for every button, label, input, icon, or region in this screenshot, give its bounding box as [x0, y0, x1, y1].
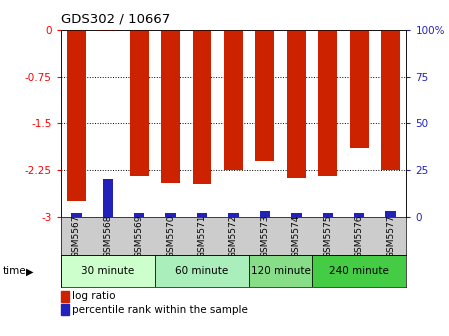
- Text: 30 minute: 30 minute: [81, 266, 134, 276]
- Bar: [134, 213, 145, 217]
- Text: GSM5572: GSM5572: [229, 214, 238, 258]
- Text: GDS302 / 10667: GDS302 / 10667: [61, 13, 170, 26]
- Bar: [155, 255, 249, 287]
- Bar: [255, 30, 274, 161]
- Text: percentile rank within the sample: percentile rank within the sample: [72, 305, 248, 315]
- Bar: [312, 255, 406, 287]
- Bar: [98, 30, 117, 32]
- Text: GSM5568: GSM5568: [103, 214, 112, 258]
- Text: GSM5576: GSM5576: [355, 214, 364, 258]
- Text: 60 minute: 60 minute: [176, 266, 229, 276]
- Bar: [197, 213, 207, 217]
- Bar: [102, 179, 113, 217]
- Bar: [61, 255, 155, 287]
- Bar: [354, 213, 365, 217]
- Bar: [260, 211, 270, 217]
- Bar: [193, 30, 211, 184]
- Bar: [322, 213, 333, 217]
- Bar: [130, 30, 149, 176]
- Text: 240 minute: 240 minute: [329, 266, 389, 276]
- Bar: [385, 211, 396, 217]
- Text: GSM5575: GSM5575: [323, 214, 332, 258]
- Bar: [71, 213, 82, 217]
- Text: 120 minute: 120 minute: [251, 266, 311, 276]
- Bar: [318, 30, 337, 176]
- Bar: [249, 255, 312, 287]
- Bar: [350, 30, 369, 149]
- Bar: [381, 30, 400, 170]
- Bar: [161, 30, 180, 182]
- Text: GSM5573: GSM5573: [260, 214, 269, 258]
- Bar: [67, 30, 86, 201]
- Bar: [291, 213, 302, 217]
- Text: GSM5574: GSM5574: [292, 214, 301, 258]
- Text: log ratio: log ratio: [72, 291, 115, 301]
- Bar: [228, 213, 239, 217]
- Bar: [224, 30, 243, 170]
- Text: GSM5570: GSM5570: [166, 214, 175, 258]
- Text: GSM5571: GSM5571: [198, 214, 207, 258]
- Text: time: time: [2, 266, 26, 277]
- Bar: [165, 213, 176, 217]
- Bar: [287, 30, 306, 178]
- Text: ▶: ▶: [26, 266, 34, 277]
- Text: GSM5569: GSM5569: [135, 214, 144, 258]
- Text: GSM5577: GSM5577: [386, 214, 395, 258]
- Text: GSM5567: GSM5567: [72, 214, 81, 258]
